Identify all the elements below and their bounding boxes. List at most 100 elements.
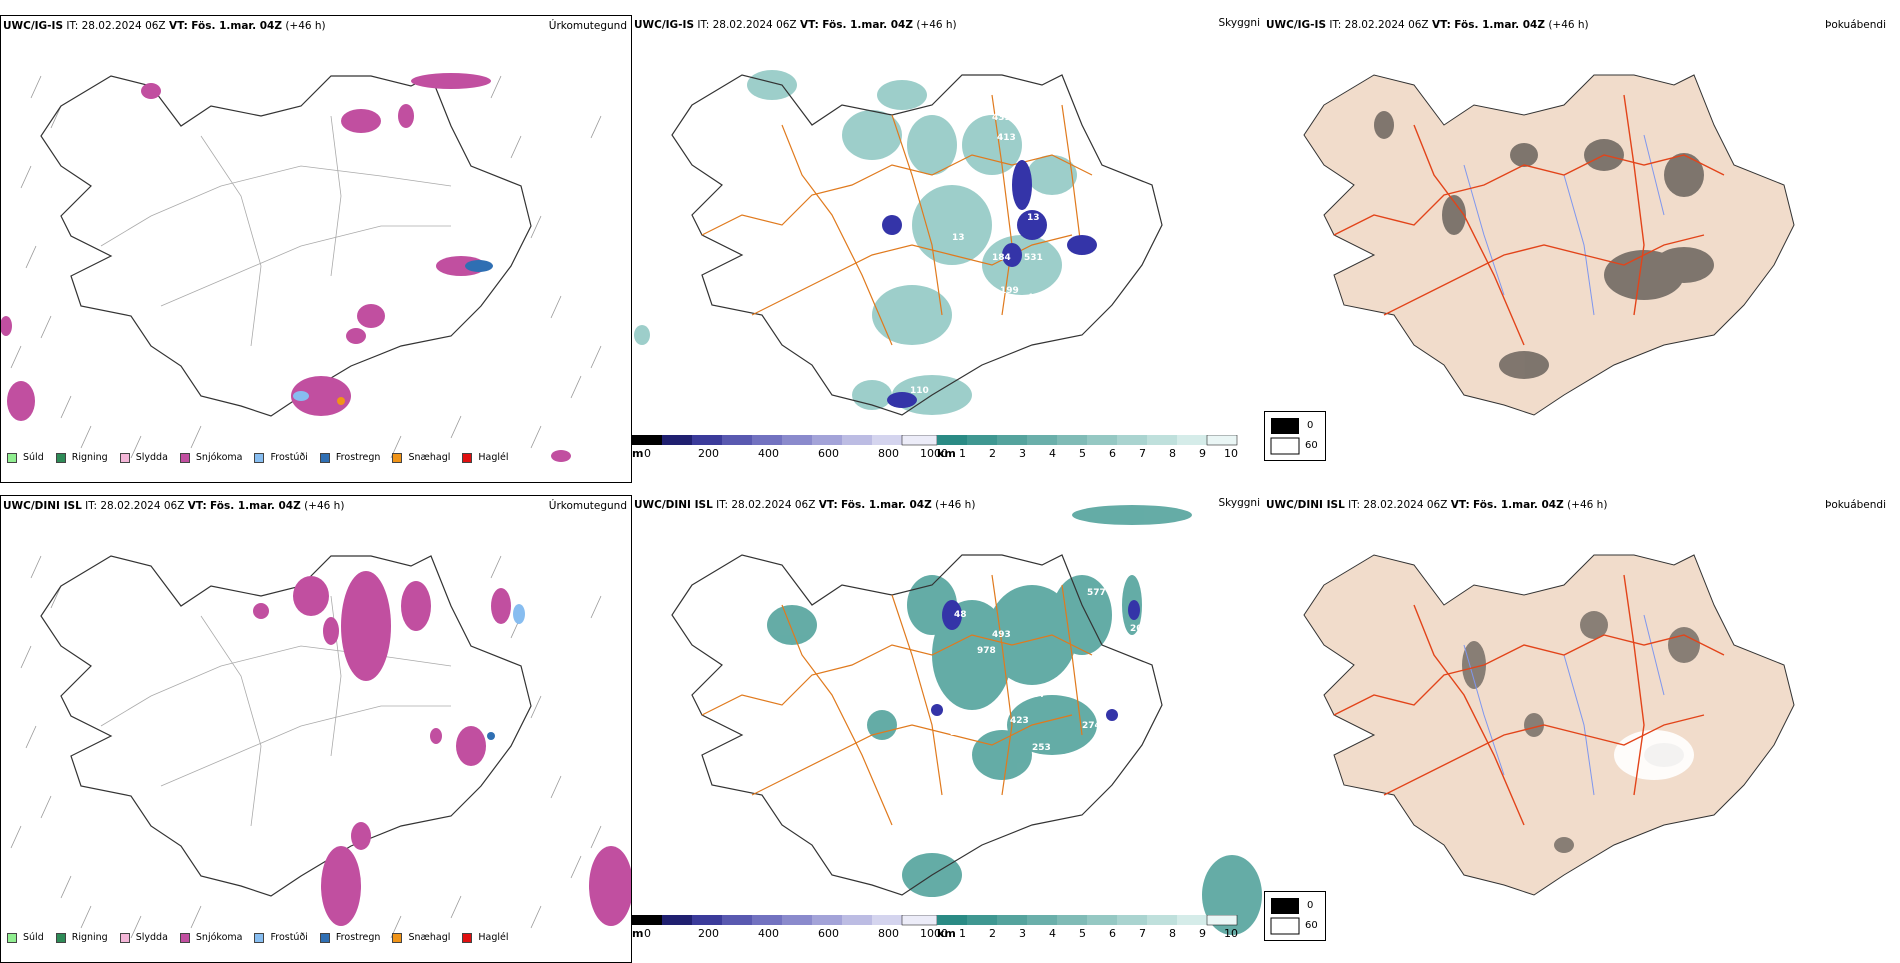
legend-swatch: [319, 452, 330, 463]
legend-swatch: [254, 932, 265, 943]
legend-item: Slydda: [119, 932, 168, 943]
roads: [1333, 94, 1725, 346]
panel-title: Úrkomutegund: [548, 500, 627, 512]
cloud-label: 423: [1010, 716, 1029, 726]
scale-tick: 7: [1139, 927, 1146, 940]
legend-swatch: [462, 932, 473, 943]
legend-swatch: [7, 932, 17, 943]
scale-tick: 8: [1169, 927, 1176, 940]
scale-tick: 2: [989, 927, 996, 940]
legend-item: Frostúði: [254, 932, 308, 943]
cloud-label: 297: [1027, 690, 1046, 700]
legend-swatch: [179, 932, 190, 943]
scale-unit: m: [632, 447, 644, 460]
cloud-label: 115: [1152, 163, 1171, 173]
scale-tick: 1000: [920, 927, 948, 940]
panel-header: UWC/DINI ISL IT: 28.02.2024 06Z VT: Fös.…: [3, 500, 345, 512]
roads: [701, 94, 1093, 346]
legend-swatch: [392, 452, 403, 463]
cloud-label: 13: [952, 233, 965, 243]
legend-item: Snæhagl: [392, 932, 450, 943]
scale-tick: 200: [698, 447, 719, 460]
cloud-label: 493: [992, 630, 1011, 640]
panel-header: UWC/IG-IS IT: 28.02.2024 06Z VT: Fös. 1.…: [634, 19, 957, 31]
precip-map: [10, 555, 631, 939]
cloud-base-areas: [882, 160, 1097, 408]
iceland-outline: [671, 74, 1163, 416]
legend-item: Frostregn: [319, 452, 380, 463]
scale-tick: 5: [1079, 927, 1086, 940]
fog-legend-swatches: [1270, 418, 1300, 455]
cloud-label: 13: [1027, 213, 1040, 223]
cloud-label: 63: [952, 116, 965, 126]
cloud-label: 17: [1012, 298, 1025, 308]
snow-areas: [253, 571, 631, 926]
legend-swatch: [462, 452, 473, 463]
legend-swatch: [119, 452, 130, 463]
snow-areas: [1, 73, 571, 462]
scale-tick: 800: [878, 927, 899, 940]
fog-legend-bottom: 60: [1305, 440, 1318, 451]
scale-tick: 4: [1049, 927, 1056, 940]
panel-title: Þokuábendi: [1825, 499, 1886, 511]
legend-item: Frostregn: [319, 932, 380, 943]
roads: [100, 595, 452, 827]
panel-title: Úrkomutegund: [548, 20, 627, 32]
panel-header: UWC/IG-IS IT: 28.02.2024 06Z VT: Fös. 1.…: [3, 20, 326, 32]
legend-swatch: [254, 452, 265, 463]
legend-item: Rigning: [55, 932, 108, 943]
legend-swatch: [55, 932, 66, 943]
fog-shading: [1374, 111, 1714, 379]
scale-tick: 0: [644, 927, 651, 940]
scale-tick: 600: [818, 927, 839, 940]
cloud-label: 531: [1024, 253, 1043, 263]
fog-legend-swatches: [1270, 898, 1300, 935]
scale-tick: 0: [644, 447, 651, 460]
visibility-map: 439 63 413 470 13 184 531 135 199 446 17…: [634, 70, 1171, 416]
legend-swatch: [319, 932, 330, 943]
scale-tick: 7: [1139, 447, 1146, 460]
scale-tick: 3: [1019, 927, 1026, 940]
scale-tick: 10: [1224, 447, 1238, 460]
cloud-label: 439: [992, 113, 1011, 123]
legend-item: Frostúði: [254, 452, 308, 463]
freezing-areas: [293, 260, 493, 405]
panel-title: Skyggni: [1218, 497, 1261, 509]
iceland-outline: [40, 555, 532, 897]
scale-tick: 6: [1109, 447, 1116, 460]
visibility-map: 577 48 493 978 20 297 423 217 274 253 19…: [671, 505, 1262, 935]
legend-swatch: [55, 452, 66, 463]
fog-legend-top: 0: [1307, 900, 1314, 911]
scale-tick: 8: [1169, 447, 1176, 460]
scale-tick: 10: [1224, 927, 1238, 940]
scale-tick: 1: [959, 447, 966, 460]
legend-item: Haglél: [462, 452, 509, 463]
legend-item: Rigning: [55, 452, 108, 463]
cloud-label: 184: [992, 253, 1011, 263]
scale-tick: 2: [989, 447, 996, 460]
iceland-land: [1303, 554, 1795, 896]
cloud-label: 199: [1112, 743, 1131, 753]
scale-tick: 1000: [920, 447, 948, 460]
precip-map: [1, 73, 602, 462]
panel-title: Þokuábendi: [1825, 19, 1886, 31]
roads: [100, 115, 452, 347]
roads: [701, 574, 1093, 826]
fog-map: [1303, 74, 1795, 416]
fog-index-panel-row2: UWC/DINI ISL IT: 28.02.2024 06Z VT: Fös.…: [1264, 495, 1896, 963]
cloud-label: 978: [977, 646, 996, 656]
fog-map: [1303, 554, 1795, 896]
legend-item: Haglél: [462, 932, 509, 943]
wind-barbs: [10, 75, 602, 459]
legend-item: Snjókoma: [179, 452, 242, 463]
legend-item: Snæhagl: [392, 452, 450, 463]
iceland-outline: [671, 554, 1163, 896]
cloud-label: 253: [1032, 743, 1051, 753]
scale-tick: 1: [959, 927, 966, 940]
legend-item: Slydda: [119, 452, 168, 463]
scale-tick: 400: [758, 447, 779, 460]
roads: [1333, 574, 1725, 826]
scale-tick: 600: [818, 447, 839, 460]
precip-type-legend: Súld Rigning Slydda Snjókoma Frostúði Fr…: [7, 932, 521, 943]
legend-item: Súld: [7, 932, 44, 943]
